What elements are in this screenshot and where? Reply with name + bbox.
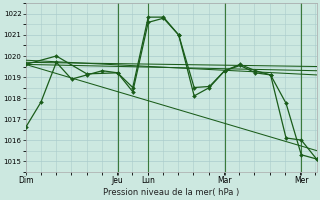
X-axis label: Pression niveau de la mer( hPa ): Pression niveau de la mer( hPa ) — [103, 188, 239, 197]
